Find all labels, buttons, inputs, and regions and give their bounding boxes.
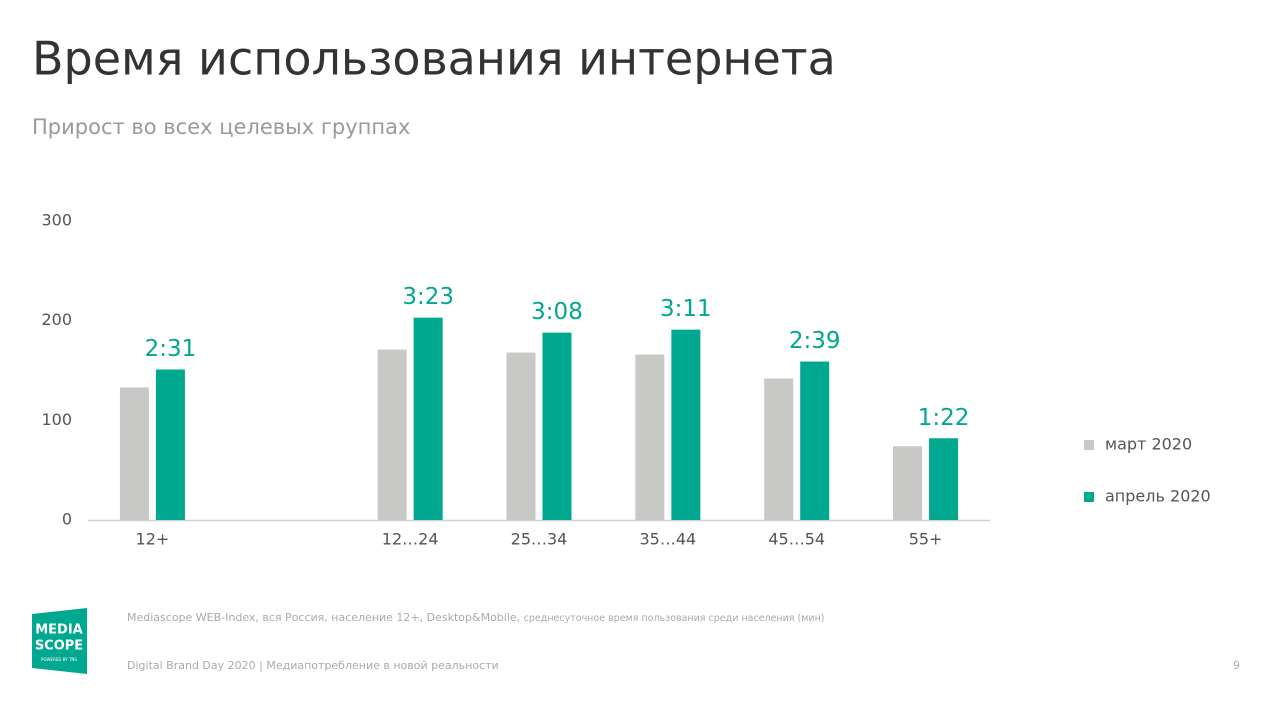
logo: MEDIA SCOPE POWERED BY TNS <box>32 608 87 674</box>
bar <box>929 438 959 520</box>
value-label: 1:22 <box>918 405 970 431</box>
source-main: Mediascope WEB-Index, вся Россия, населе… <box>127 611 520 624</box>
legend-label: март 2020 <box>1105 435 1192 454</box>
bar <box>800 361 830 520</box>
legend-swatch <box>1084 492 1094 502</box>
bar <box>542 332 572 520</box>
bar <box>893 446 923 520</box>
bar <box>155 369 185 520</box>
value-label: 2:31 <box>145 336 197 362</box>
bar <box>671 329 701 520</box>
bar <box>764 378 794 520</box>
bar <box>377 349 407 520</box>
x-tick-label: 55+ <box>909 530 943 549</box>
y-tick-label: 200 <box>41 310 72 329</box>
value-label: 3:11 <box>660 296 712 322</box>
bar <box>119 387 149 520</box>
bar <box>635 354 665 520</box>
x-tick-label: 25…34 <box>511 530 568 549</box>
page-number: 9 <box>1233 659 1240 672</box>
logo-text: SCOPE <box>35 639 83 654</box>
x-tick-label: 12…24 <box>382 530 439 549</box>
legend-label: апрель 2020 <box>1105 487 1211 506</box>
source: Mediascope WEB-Index, вся Россия, населе… <box>127 611 825 624</box>
logo-text: MEDIA <box>35 623 83 638</box>
legend-swatch <box>1084 440 1094 450</box>
value-label: 2:39 <box>789 328 841 354</box>
y-tick-label: 0 <box>62 510 72 529</box>
bar <box>506 352 536 520</box>
source-note: среднесуточное время пользования среди н… <box>524 613 825 624</box>
logo-shape <box>32 608 87 674</box>
y-tick-label: 100 <box>41 410 72 429</box>
x-tick-label: 35…44 <box>639 530 696 549</box>
value-label: 3:23 <box>402 284 454 310</box>
footer: Digital Brand Day 2020 | Медиапотреблени… <box>127 659 499 672</box>
value-label: 3:08 <box>531 299 583 325</box>
subtitle: Прирост во всех целевых группах <box>32 115 410 139</box>
x-tick-label: 12+ <box>136 530 170 549</box>
logo-text: POWERED BY TNS <box>41 657 77 662</box>
title: Время использования интернета <box>32 32 836 86</box>
y-tick-label: 300 <box>41 211 72 230</box>
x-tick-label: 45…54 <box>768 530 825 549</box>
bar <box>413 317 443 520</box>
